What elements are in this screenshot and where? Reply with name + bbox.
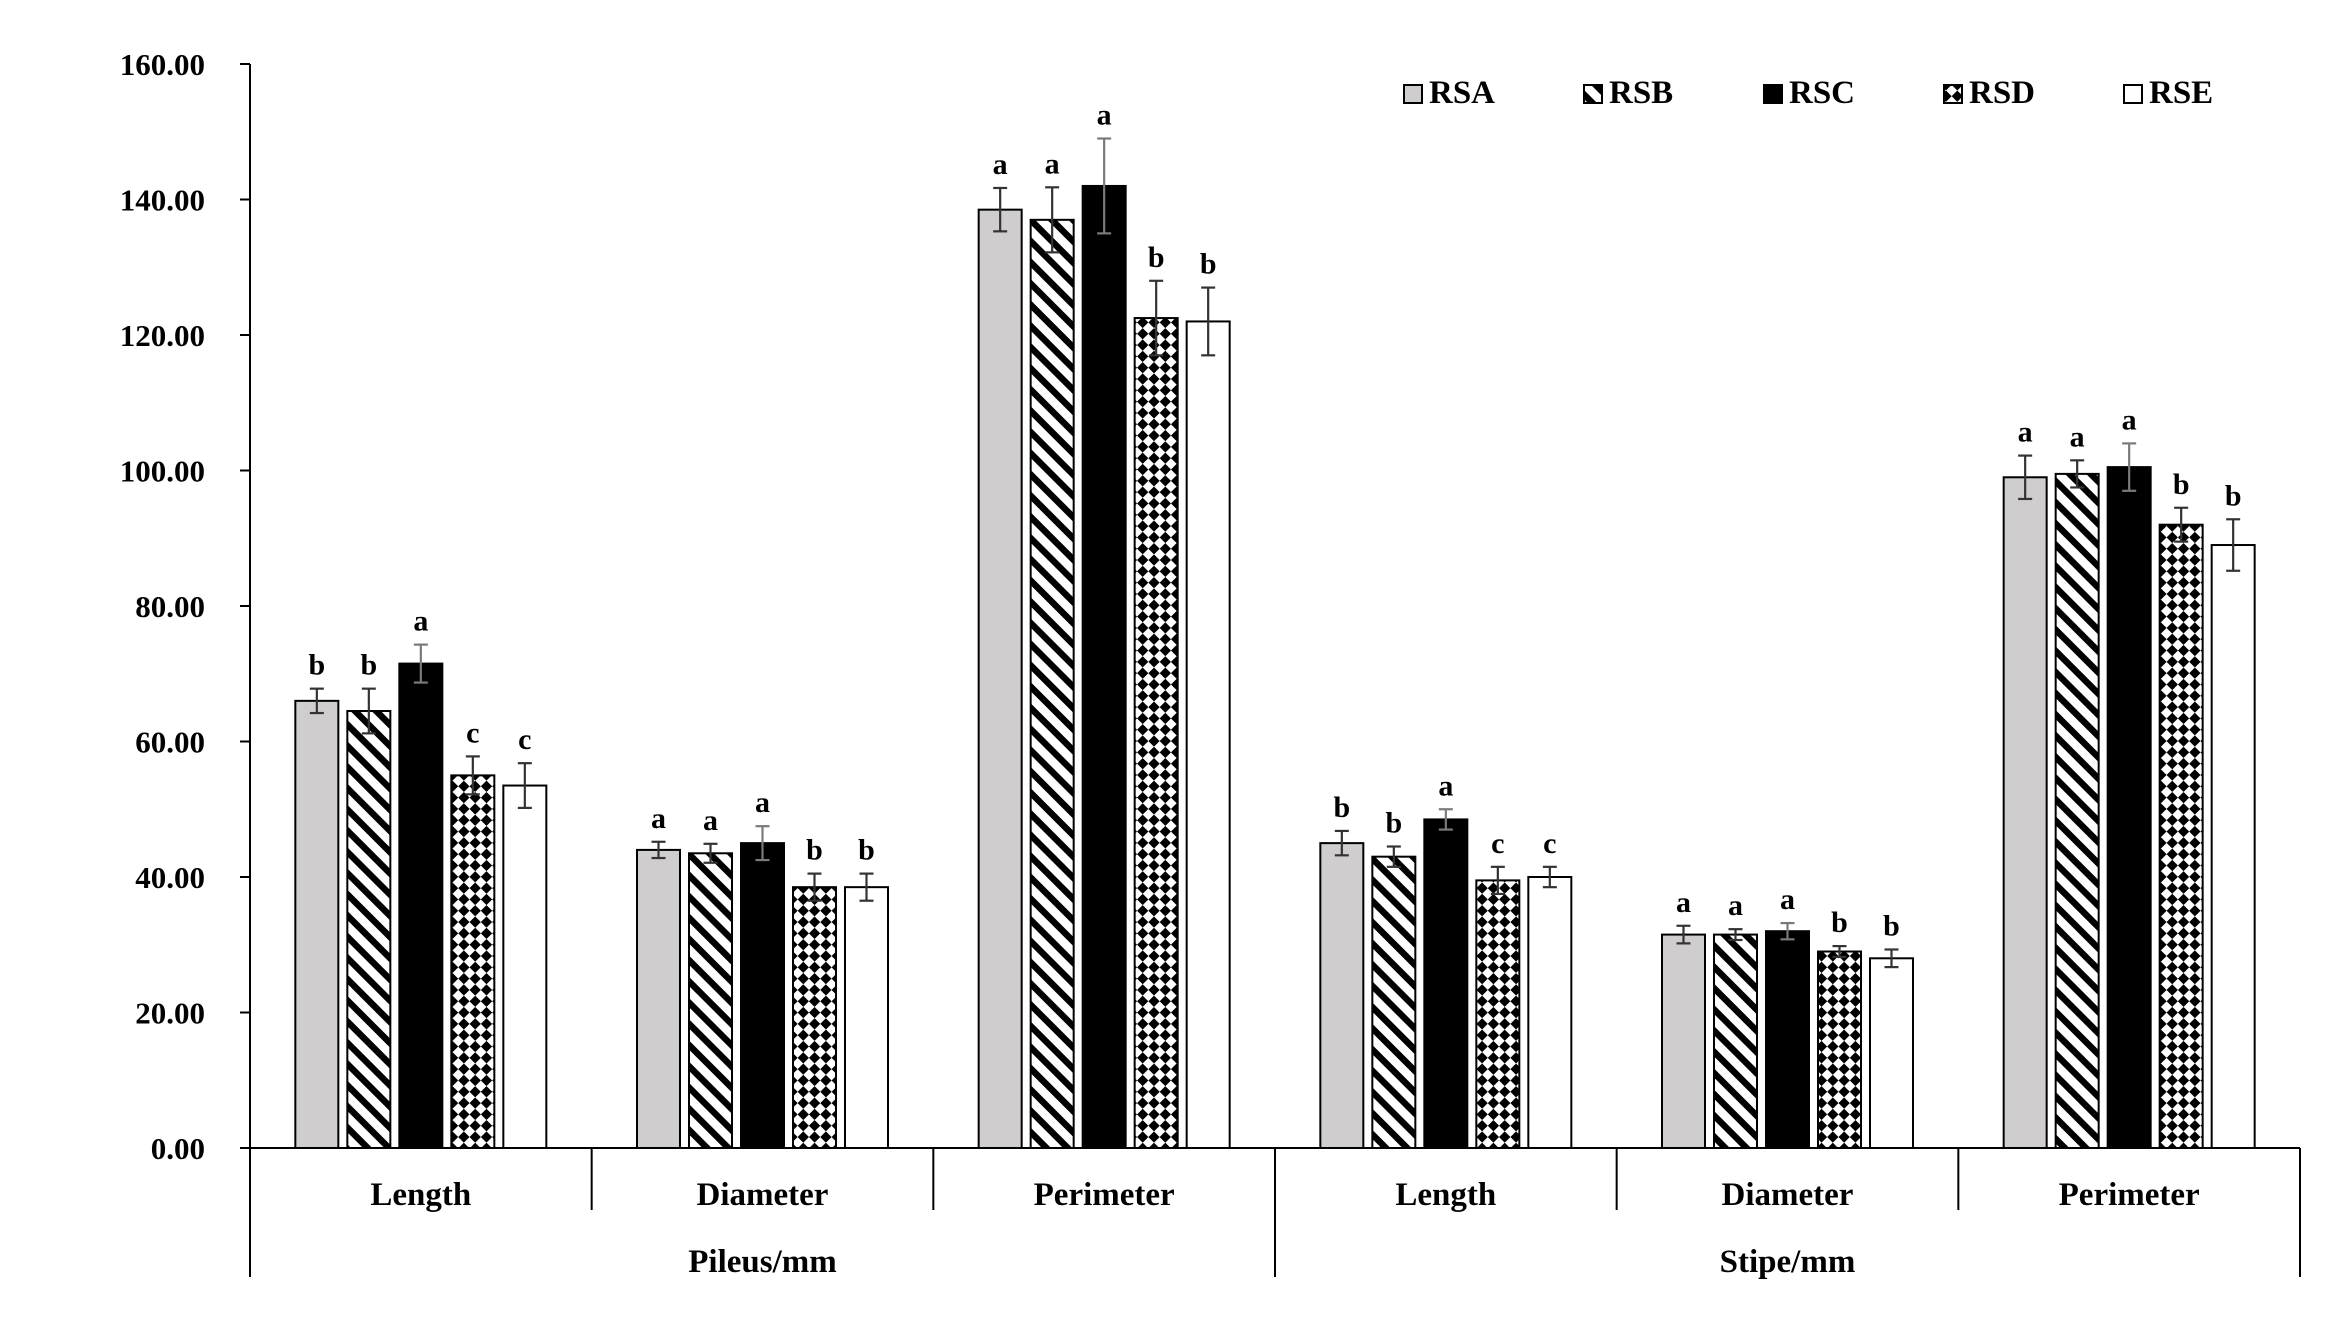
significance-letter: a [1438,769,1453,802]
y-tick-label: 120.00 [120,318,205,353]
significance-letter: b [806,834,823,867]
bar-rse [1869,957,1914,1149]
bar-rse [2210,544,2256,1149]
bar-rse [502,784,548,1149]
bar-rsb [2054,472,2100,1149]
bar-rsa [636,848,681,1150]
bar-rsc [398,662,444,1150]
legend-swatch-rsc [1763,84,1783,104]
y-tick-label: 140.00 [120,183,205,218]
legend: RSA RSB RSC RSD RSE [1403,75,2213,111]
x-category-label: Length [370,1177,471,1213]
significance-letter: c [1491,827,1504,860]
significance-letter: a [2018,416,2033,449]
bar-rsc [1081,184,1127,1149]
bar-rse [1185,320,1231,1149]
significance-letter: b [1883,909,1900,942]
legend-label-rsb: RSB [1609,75,1673,111]
significance-letter: a [413,605,428,638]
bar-rse [844,886,889,1149]
bar-rsc [2106,466,2152,1149]
bar-rsa [1319,842,1365,1149]
bar-rsa [977,208,1023,1150]
significance-letter: c [518,723,531,756]
bar-rsb [1371,855,1417,1149]
bar-rsa [1661,933,1706,1150]
bar-rsd [1817,950,1862,1150]
bar-rse [1527,876,1573,1149]
significance-letter: b [1385,807,1402,840]
bar-rsd [792,886,837,1149]
labels-layer: Length Diameter Perimeter Length Diameter Per… [308,99,2241,1280]
x-category-label: Perimeter [1034,1177,1175,1213]
significance-letter: a [1676,886,1691,919]
bar-rsd [1133,317,1179,1149]
significance-letter: a [703,804,718,837]
significance-letter: a [1045,147,1060,180]
x-category-label: Diameter [1722,1177,1854,1213]
bar-rsa [294,699,340,1149]
y-tick-label: 0.00 [151,1131,205,1166]
legend-swatch-rsa [1403,84,1423,104]
significance-letter: b [1200,248,1217,281]
bar-rsd [2158,523,2204,1149]
y-tick-label: 80.00 [135,589,205,624]
x-category-label: Length [1395,1177,1496,1213]
legend-swatch-rse [2123,84,2143,104]
bar-rsa [2002,476,2048,1149]
significance-letter: c [466,716,479,749]
significance-letter: b [858,834,875,867]
legend-swatch-rsd [1943,84,1963,104]
significance-letter: a [651,802,666,835]
bar-rsb [346,710,392,1149]
y-tick-label: 60.00 [135,725,205,760]
bar-rsb [1029,218,1075,1149]
legend-label-rsc: RSC [1789,75,1855,111]
x-category-label: Diameter [697,1177,829,1213]
significance-letter: a [2070,420,2085,453]
significance-letter: a [1780,883,1795,916]
bar-rsc [740,842,785,1149]
legend-label-rse: RSE [2149,75,2213,111]
significance-letter: b [1831,906,1848,939]
x-category-label: Perimeter [2059,1177,2200,1213]
bar-rsc [1765,930,1810,1150]
significance-letter: a [1728,889,1743,922]
bar-rsd [1475,879,1521,1149]
significance-letter: b [1333,791,1350,824]
significance-letter: a [993,148,1008,181]
bar-rsd [450,774,496,1149]
significance-letter: b [308,649,325,682]
x-group-label: Pileus/mm [688,1244,836,1280]
significance-letter: b [2225,479,2242,512]
axes-layer: 0.00 20.00 40.00 60.00 80.00 100.00 120.00 140.… [120,47,2301,1277]
legend-label-rsd: RSD [1969,75,2035,111]
significance-letter: b [360,649,377,682]
legend-swatch-rsb [1583,84,1603,104]
bar-rsb [1713,933,1758,1150]
legend-label-rsa: RSA [1429,75,1495,111]
y-tick-label: 100.00 [120,454,205,489]
bar-rsb [688,852,733,1149]
significance-letter: b [2173,468,2190,501]
significance-letter: a [1097,99,1112,132]
significance-letter: c [1543,827,1556,860]
bars-layer [294,137,2256,1150]
significance-letter: b [1148,241,1165,274]
y-tick-label: 40.00 [135,860,205,895]
y-tick-label: 20.00 [135,996,205,1031]
significance-letter: a [2122,403,2137,436]
y-tick-label: 160.00 [120,47,205,82]
bar-rsc [1423,818,1469,1149]
x-group-label: Stipe/mm [1720,1244,1856,1280]
significance-letter: a [755,786,770,819]
